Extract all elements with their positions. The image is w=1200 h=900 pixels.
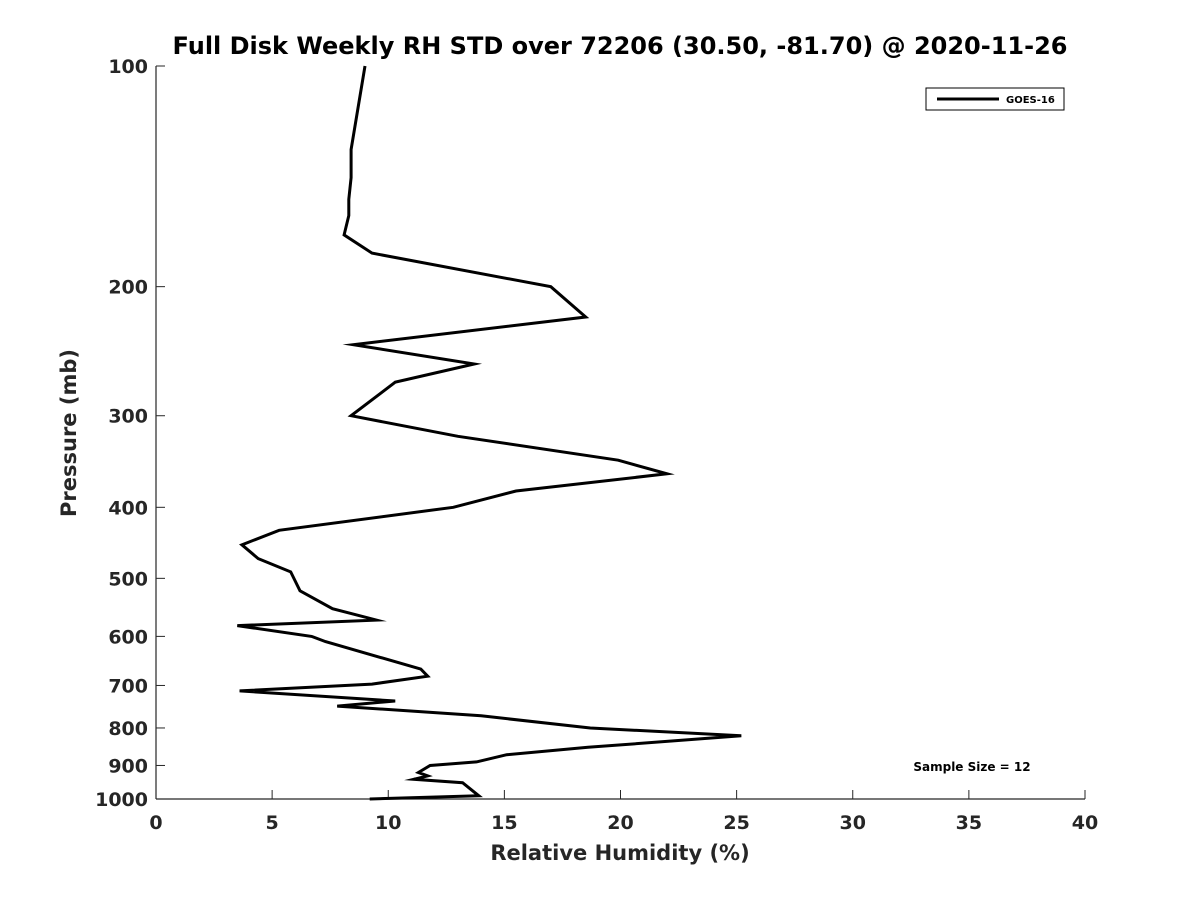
y-tick-label: 200 [108,277,148,299]
y-tick-label: 800 [108,718,148,740]
x-axis-ticks: 0 5 10 15 20 25 30 35 40 [149,790,1098,834]
x-tick-label: 40 [1072,812,1098,834]
y-tick-label: 900 [108,755,148,777]
y-tick-label: 600 [108,626,148,648]
x-axis-label: Relative Humidity (%) [490,841,749,865]
y-tick-label: 400 [108,497,148,519]
x-tick-label: 20 [607,812,633,834]
series-line-goes-16 [237,65,742,801]
x-tick-label: 30 [840,812,866,834]
x-tick-label: 35 [956,812,982,834]
y-tick-label: 700 [108,675,148,697]
y-tick-label: 500 [108,568,148,590]
y-tick-label: 100 [108,56,148,78]
series-layer [237,65,742,801]
x-tick-label: 25 [723,812,749,834]
x-tick-label: 5 [266,812,279,834]
legend: GOES-16 [925,87,1065,111]
x-tick-label: 15 [491,812,517,834]
y-axis-label: Pressure (mb) [57,349,81,517]
x-tick-label: 10 [375,812,401,834]
y-axis-ticks: 100 200 300 400 500 600 700 800 900 1000 [95,56,165,811]
legend-entry-goes-16: GOES-16 [1006,95,1055,106]
y-tick-label: 300 [108,406,148,428]
sample-size-annotation: Sample Size = 12 [913,760,1030,774]
y-tick-label: 1000 [95,789,148,811]
x-tick-label: 0 [149,812,162,834]
chart-title: Full Disk Weekly RH STD over 72206 (30.5… [173,32,1068,60]
